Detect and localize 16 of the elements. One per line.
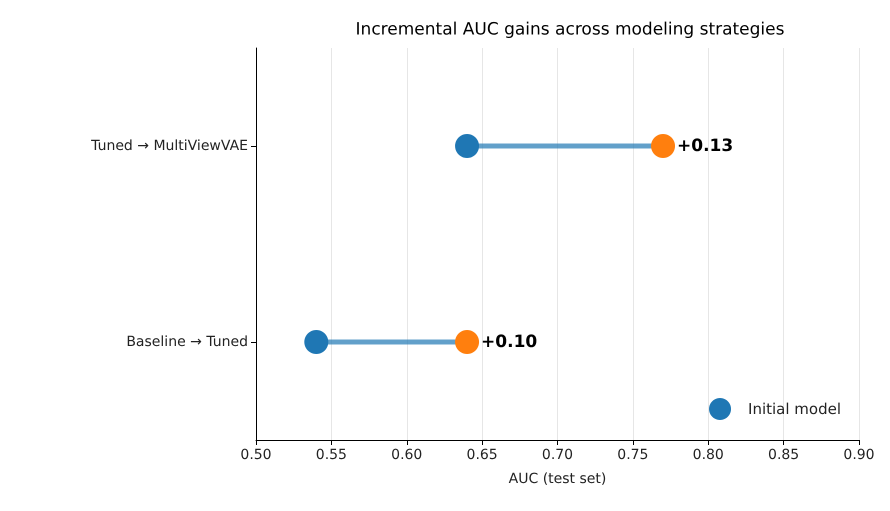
x-axis-title: AUC (test set): [508, 471, 606, 487]
x-tick-label: 0.70: [542, 447, 574, 463]
legend-label: Initial model: [748, 400, 842, 418]
y-tick-label: Tuned → MultiViewVAE: [90, 138, 248, 154]
y-tick-label: Baseline → Tuned: [126, 334, 248, 350]
x-tick-label: 0.85: [768, 447, 800, 463]
x-tick-label: 0.50: [240, 447, 272, 463]
x-tick-label: 0.75: [617, 447, 648, 463]
annotation: +0.13: [677, 136, 734, 156]
x-tick-label: 0.55: [316, 447, 347, 463]
chart-title: Incremental AUC gains across modeling strategies: [356, 20, 785, 40]
x-tick-label: 0.65: [466, 447, 498, 463]
annotation: +0.10: [481, 332, 538, 352]
x-tick-label: 0.90: [843, 447, 875, 463]
x-tick-label: 0.60: [391, 447, 422, 463]
x-tick-label: 0.80: [692, 447, 724, 463]
